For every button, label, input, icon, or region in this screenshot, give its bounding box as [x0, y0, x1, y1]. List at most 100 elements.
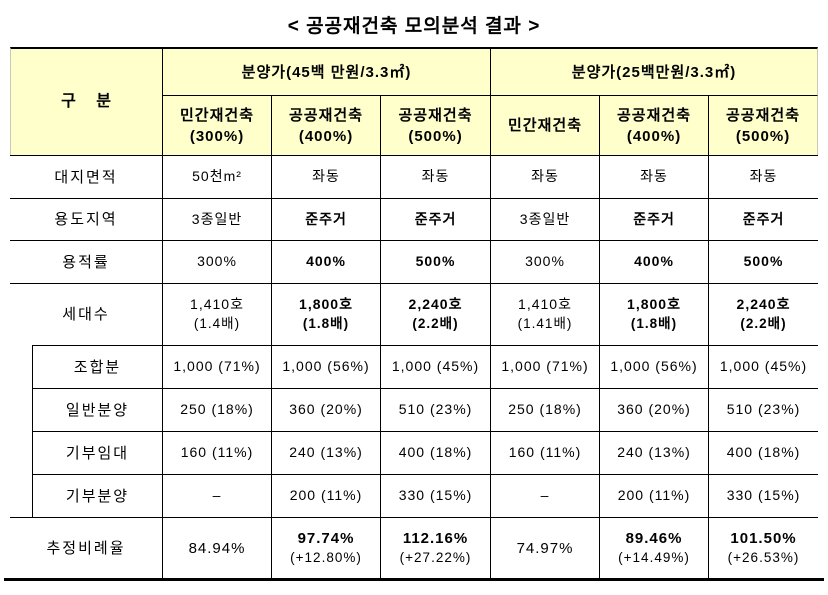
cell-main: 84.94%	[188, 539, 246, 557]
cell-sub: (1.8배)	[630, 315, 678, 331]
cell: 50천m²	[162, 155, 272, 198]
row-label: 조합분	[32, 345, 163, 388]
row-zoning: 용도지역 3종일반 준주거 준주거 3종일반 준주거 준주거	[10, 198, 819, 240]
cell: 160 (11%)	[490, 431, 600, 474]
cell: 준주거	[599, 198, 709, 240]
cell: 500%	[380, 240, 491, 283]
cell: 1,800호 (1.8배)	[271, 283, 381, 345]
cell-main: 2,240호	[736, 296, 791, 313]
row-floor-area-ratio: 용적률 300% 400% 500% 300% 400% 500%	[10, 240, 819, 283]
table-bottom-rule	[4, 578, 824, 581]
cell: 250 (18%)	[162, 388, 272, 431]
group-header-price25: 분양가(25백만원/3.3㎡)	[490, 47, 819, 95]
cell: 3종일반	[490, 198, 600, 240]
column-name: 민간재건축	[508, 117, 583, 134]
cell: 200 (11%)	[599, 474, 709, 517]
column-name: 공공재건축	[289, 106, 364, 124]
cell: 89.46% (+14.49%)	[599, 517, 709, 578]
cell: 400%	[599, 240, 709, 283]
cell-main: 1,410호	[518, 296, 572, 313]
cell-sub: (+14.49%)	[618, 550, 690, 566]
cell: 3종일반	[162, 198, 272, 240]
cell: 97.74% (+12.80%)	[271, 517, 381, 578]
cell: 510 (23%)	[380, 388, 491, 431]
cell: 160 (11%)	[162, 431, 272, 474]
cell-sub: (2.2배)	[412, 315, 459, 331]
cell: 준주거	[271, 198, 381, 240]
page-title: < 공공재건축 모의분석 결과 >	[287, 16, 541, 37]
column-name: 공공재건축	[726, 106, 801, 124]
cell: 250 (18%)	[490, 388, 600, 431]
header-row-groups: 구 분 분양가(45백 만원/3.3㎡) 분양가(25백만원/3.3㎡)	[10, 47, 819, 155]
cell-main: 1,800호	[299, 296, 353, 313]
row-label: 세대수	[10, 283, 163, 345]
cell: 좌동	[708, 155, 819, 198]
row-donated-sale: 기부분양 – 200 (11%) 330 (15%) – 200 (11%) 3…	[10, 474, 819, 517]
cell: 2,240호 (2.2배)	[380, 283, 491, 345]
cell: 330 (15%)	[380, 474, 491, 517]
cell-main: 2,240호	[408, 296, 463, 313]
cell-sub: (+26.53%)	[727, 550, 800, 566]
row-estimated-ratio: 추정비례율 84.94% 97.74% (+12.80%) 112.16% (+27…	[10, 517, 819, 578]
cell: 360 (20%)	[599, 388, 709, 431]
row-label: 일반분양	[32, 388, 163, 431]
cell-main: 112.16%	[402, 530, 469, 548]
column-header-public-500-2: 공공재건축 (500%)	[708, 95, 819, 155]
cell-sub: (1.4배)	[193, 315, 241, 331]
cell: 2,240호 (2.2배)	[708, 283, 819, 345]
cell-sub: (+12.80%)	[290, 550, 362, 566]
cell: 240 (13%)	[599, 431, 709, 474]
row-general-sale: 일반분양 250 (18%) 360 (20%) 510 (23%) 250 (…	[10, 388, 819, 431]
cell: 1,000 (45%)	[380, 345, 491, 388]
column-name: 공공재건축	[617, 106, 692, 124]
column-name: 민간재건축	[180, 106, 255, 124]
row-label: 기부임대	[32, 431, 163, 474]
cell: 500%	[708, 240, 819, 283]
row-households: 세대수 1,410호 (1.4배) 1,800호 (1.8배) 2,240호 (2.2…	[10, 283, 819, 345]
row-donated-rental: 기부임대 160 (11%) 240 (13%) 400 (18%) 160 (…	[10, 431, 819, 474]
cell-sub: (1.41배)	[517, 315, 573, 331]
cell: 준주거	[708, 198, 819, 240]
cell: 74.97%	[490, 517, 600, 578]
corner-header-gubun: 구 분	[10, 47, 163, 155]
indent-spacer	[10, 431, 32, 474]
cell: 1,000 (56%)	[271, 345, 381, 388]
cell: 330 (15%)	[708, 474, 819, 517]
cell-sub: (2.2배)	[740, 315, 787, 331]
cell: 1,000 (71%)	[162, 345, 272, 388]
row-label: 추정비례율	[10, 517, 163, 578]
column-ratio: (400%)	[298, 127, 354, 145]
cell: 510 (23%)	[708, 388, 819, 431]
cell: 준주거	[380, 198, 491, 240]
cell: 좌동	[599, 155, 709, 198]
column-ratio: (500%)	[408, 127, 463, 145]
column-ratio: (500%)	[735, 127, 791, 145]
indent-spacer	[10, 388, 32, 431]
row-site-area: 대지면적 50천m² 좌동 좌동 좌동 좌동 좌동	[10, 155, 819, 198]
cell-main: 1,800호	[627, 296, 681, 313]
cell: 1,800호 (1.8배)	[599, 283, 709, 345]
cell: 400 (18%)	[380, 431, 491, 474]
cell: 1,410호 (1.41배)	[490, 283, 600, 345]
column-ratio: (400%)	[626, 127, 682, 145]
row-union-share: 조합분 1,000 (71%) 1,000 (56%) 1,000 (45%) …	[10, 345, 819, 388]
cell: 좌동	[490, 155, 600, 198]
analysis-table: 구 분 분양가(45백 만원/3.3㎡) 분양가(25백만원/3.3㎡) 민간재…	[10, 47, 819, 578]
cell: 300%	[162, 240, 272, 283]
indent-spacer	[10, 345, 32, 388]
column-header-public-500: 공공재건축 (500%)	[380, 95, 491, 155]
row-label: 용적률	[10, 240, 163, 283]
column-name: 공공재건축	[398, 106, 473, 124]
column-header-private-300: 민간재건축 (300%)	[162, 95, 272, 155]
cell: 101.50% (+26.53%)	[708, 517, 819, 578]
cell: 1,000 (45%)	[708, 345, 819, 388]
cell: 400%	[271, 240, 381, 283]
cell: 400 (18%)	[708, 431, 819, 474]
column-header-private: 민간재건축	[490, 95, 600, 155]
cell: 1,410호 (1.4배)	[162, 283, 272, 345]
cell-sub: (+27.22%)	[399, 550, 472, 566]
indent-spacer	[10, 474, 32, 517]
cell-main: 74.97%	[516, 539, 574, 557]
cell: 좌동	[380, 155, 491, 198]
